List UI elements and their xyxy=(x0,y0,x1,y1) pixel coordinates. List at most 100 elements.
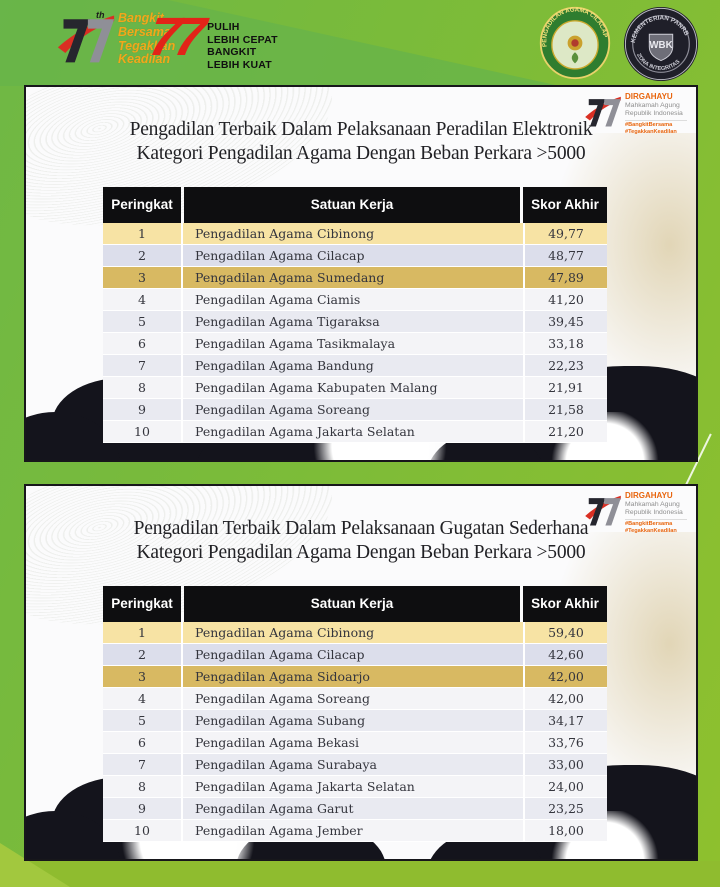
satuan-kerja-cell: Pengadilan Agama Bandung xyxy=(181,355,523,376)
skor-akhir-cell: 42,00 xyxy=(523,688,607,709)
77-mark-icon xyxy=(585,495,621,526)
table-row: 5 Pengadilan Agama Subang 34,17 xyxy=(103,710,607,732)
table-row: 8 Pengadilan Agama Kabupaten Malang 21,91 xyxy=(103,377,607,399)
rank-cell: 2 xyxy=(138,647,146,662)
table-row: 1 Pengadilan Agama Cibinong 59,40 xyxy=(103,622,607,644)
column-header-peringkat: Peringkat xyxy=(103,586,181,622)
corner-logo-texts: DIRGAHAYU Mahkamah Agung Republik Indone… xyxy=(625,491,687,535)
skor-akhir-cell: 34,17 xyxy=(523,710,607,731)
ranking-table: Peringkat Satuan Kerja Skor Akhir 1 Penga… xyxy=(103,187,607,443)
skor-akhir-cell: 21,91 xyxy=(523,377,607,398)
skor-akhir-cell: 33,00 xyxy=(523,754,607,775)
ri-77-logo: 77 PULIH LEBIH CEPAT BANGKIT LEBIH KUAT xyxy=(146,6,278,71)
tagline-line: Bersama xyxy=(118,24,171,39)
dirgahayu-corner-logo: DIRGAHAYU Mahkamah Agung Republik Indone… xyxy=(584,491,687,535)
satuan-kerja-cell: Pengadilan Agama Cilacap xyxy=(181,245,523,266)
hashtag-lines: #BangkitBersama #TegakkanKeadilan xyxy=(625,518,687,535)
section-title-line1: Pengadilan Terbaik Dalam Pelaksanaan Per… xyxy=(129,119,593,140)
table-row: 10 Pengadilan Agama Jakarta Selatan 21,20 xyxy=(103,421,607,443)
rank-cell: 6 xyxy=(138,735,146,750)
rank-cell: 3 xyxy=(138,669,146,684)
top-banner: Bangkit Bersama Tegakkan Keadilan th 77 … xyxy=(0,0,720,86)
ri-77-motto: PULIH LEBIH CEPAT BANGKIT LEBIH KUAT xyxy=(207,21,278,71)
rank-cell: 6 xyxy=(138,336,146,351)
table-row: 5 Pengadilan Agama Tigaraksa 39,45 xyxy=(103,311,607,333)
red-77-numeral: 77 xyxy=(145,7,205,67)
ranking-table: Peringkat Satuan Kerja Skor Akhir 1 Penga… xyxy=(103,586,607,842)
table-row: 3 Pengadilan Agama Sidoarjo 42,00 xyxy=(103,666,607,688)
satuan-kerja-cell: Pengadilan Agama Garut xyxy=(181,798,523,819)
satuan-kerja-cell: Pengadilan Agama Soreang xyxy=(181,688,523,709)
anniversary-77-logo: Bangkit Bersama Tegakkan Keadilan xyxy=(56,8,175,68)
hashtag-lines: #BangkitBersama #TegakkanKeadilan xyxy=(625,119,687,136)
table-row: 4 Pengadilan Agama Ciamis 41,20 xyxy=(103,289,607,311)
hashtag-line: #TegakkanKeadilan xyxy=(625,527,677,534)
panel-peradilan-elektronik: DIRGAHAYU Mahkamah Agung Republik Indone… xyxy=(24,85,698,462)
77-mark-icon xyxy=(585,96,621,127)
rank-cell: 4 xyxy=(138,292,146,307)
table-row: 9 Pengadilan Agama Soreang 21,58 xyxy=(103,399,607,421)
satuan-kerja-cell: Pengadilan Agama Cibinong xyxy=(181,223,523,244)
th-superscript: th xyxy=(96,10,105,20)
skor-akhir-cell: 18,00 xyxy=(523,820,607,841)
skor-akhir-cell: 41,20 xyxy=(523,289,607,310)
table-row: 3 Pengadilan Agama Sumedang 47,89 xyxy=(103,267,607,289)
skor-akhir-cell: 42,60 xyxy=(523,644,607,665)
motto-line: PULIH xyxy=(207,21,240,33)
satuan-kerja-cell: Pengadilan Agama Cilacap xyxy=(181,644,523,665)
table-row: 7 Pengadilan Agama Bandung 22,23 xyxy=(103,355,607,377)
section-title-line2: Kategori Pengadilan Agama Dengan Beban P… xyxy=(136,541,586,563)
rank-cell: 8 xyxy=(138,779,146,794)
satuan-kerja-cell: Pengadilan Agama Sumedang xyxy=(181,267,523,288)
rank-cell: 5 xyxy=(138,314,146,329)
rank-cell: 10 xyxy=(134,823,150,838)
anniversary-tagline: Bangkit Bersama Tegakkan Keadilan xyxy=(118,11,175,68)
table-row: 1 Pengadilan Agama Cibinong 49,77 xyxy=(103,223,607,245)
satuan-kerja-cell: Pengadilan Agama Bekasi xyxy=(181,732,523,753)
rank-cell: 1 xyxy=(138,226,146,241)
satuan-kerja-cell: Pengadilan Agama Jakarta Selatan xyxy=(181,421,523,442)
rank-cell: 7 xyxy=(138,757,146,772)
satuan-kerja-cell: Pengadilan Agama Jakarta Selatan xyxy=(181,776,523,797)
panel-gugatan-sederhana: DIRGAHAYU Mahkamah Agung Republik Indone… xyxy=(24,484,698,861)
satuan-kerja-cell: Pengadilan Agama Surabaya xyxy=(181,754,523,775)
rank-cell: 1 xyxy=(138,625,146,640)
table-body: 1 Pengadilan Agama Cibinong 49,77 2 Pengadil… xyxy=(103,223,607,443)
tagline-line: Bangkit xyxy=(118,11,164,25)
table-row: 2 Pengadilan Agama Cilacap 48,77 xyxy=(103,245,607,267)
hashtag-line: #BangkitBersama xyxy=(625,121,673,128)
skor-akhir-cell: 24,00 xyxy=(523,776,607,797)
wbk-center-text: WBK xyxy=(649,40,672,51)
satuan-kerja-cell: Pengadilan Agama Subang xyxy=(181,710,523,731)
org-line: Mahkamah Agung xyxy=(625,101,680,109)
rank-cell: 7 xyxy=(138,358,146,373)
corner-logo-texts: DIRGAHAYU Mahkamah Agung Republik Indone… xyxy=(625,92,687,136)
rank-cell: 4 xyxy=(138,691,146,706)
column-header-skor-akhir: Skor Akhir xyxy=(523,187,607,223)
skor-akhir-cell: 23,25 xyxy=(523,798,607,819)
table-row: 6 Pengadilan Agama Tasikmalaya 33,18 xyxy=(103,333,607,355)
wbk-zona-integritas-badge: WBK KEMENTERIAN PANRB ZONA INTEGRITAS xyxy=(623,6,699,82)
skor-akhir-cell: 42,00 xyxy=(523,666,607,687)
hashtag-line: #BangkitBersama xyxy=(625,520,673,527)
satuan-kerja-cell: Pengadilan Agama Tigaraksa xyxy=(181,311,523,332)
section-title: Pengadilan Terbaik Dalam Pelaksanaan Gug… xyxy=(26,517,696,565)
skor-akhir-cell: 49,77 xyxy=(523,223,607,244)
skor-akhir-cell: 33,18 xyxy=(523,333,607,354)
skor-akhir-cell: 39,45 xyxy=(523,311,607,332)
table-header-row: Peringkat Satuan Kerja Skor Akhir xyxy=(103,187,607,223)
table-row: 10 Pengadilan Agama Jember 18,00 xyxy=(103,820,607,842)
rank-cell: 10 xyxy=(134,424,150,439)
motto-line: BANGKIT xyxy=(207,46,257,59)
bottom-band xyxy=(0,861,720,887)
table-row: 8 Pengadilan Agama Jakarta Selatan 24,00 xyxy=(103,776,607,798)
hashtag-line: #TegakkanKeadilan xyxy=(625,128,677,135)
section-title-line2: Kategori Pengadilan Agama Dengan Beban P… xyxy=(136,142,586,164)
satuan-kerja-cell: Pengadilan Agama Kabupaten Malang xyxy=(181,377,523,398)
satuan-kerja-cell: Pengadilan Agama Sidoarjo xyxy=(181,666,523,687)
skor-akhir-cell: 33,76 xyxy=(523,732,607,753)
motto-line: LEBIH KUAT xyxy=(207,58,272,71)
section-title: Pengadilan Terbaik Dalam Pelaksanaan Per… xyxy=(26,118,696,166)
table-row: 9 Pengadilan Agama Garut 23,25 xyxy=(103,798,607,820)
